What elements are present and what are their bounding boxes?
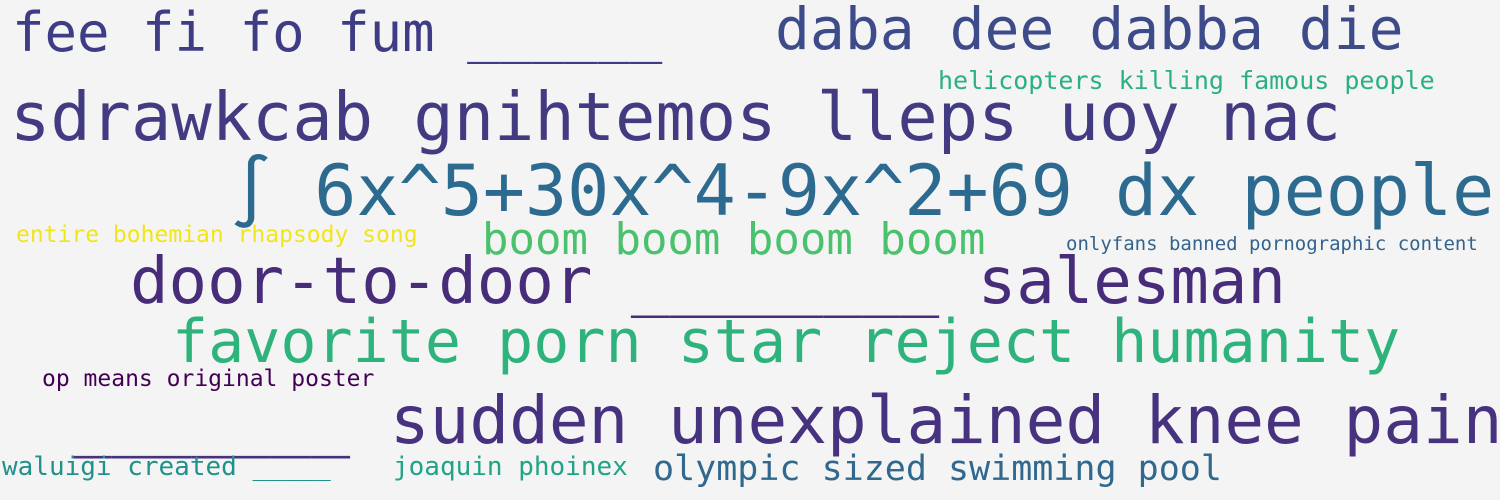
word-olympic-swimming-pool: olympic sized swimming pool xyxy=(653,449,1222,489)
word-boom-boom: boom boom boom boom xyxy=(482,214,986,265)
word-op-means-original-poster: op means original poster xyxy=(42,366,375,392)
word-daba-dee-dabba-die: daba dee dabba die xyxy=(775,0,1404,63)
word-door-to-door-salesman: door-to-door ________ salesman xyxy=(130,245,1286,319)
word-fee-fi-fo-fum: fee fi fo fum ______ xyxy=(12,1,663,64)
word-backwards-phrase: sdrawkcab gnihtemos lleps uoy nac xyxy=(10,78,1342,156)
word-knee-pain: _______ sudden unexplained knee pain xyxy=(72,382,1500,459)
word-integral-people: ∫ 6x^5+30x^4-9x^2+69 dx people xyxy=(230,150,1495,232)
word-joaquin-phoinex: joaquin phoinex xyxy=(393,452,628,482)
word-waluigi-created: waluigi created _____ xyxy=(2,452,331,482)
word-reject-humanity: favorite porn star reject humanity xyxy=(172,307,1401,377)
word-onlyfans-banned: onlyfans banned pornographic content xyxy=(1066,233,1478,255)
word-helicopters-killing: helicopters killing famous people xyxy=(938,66,1435,95)
word-bohemian-rhapsody: entire bohemian rhapsody song xyxy=(16,222,418,248)
